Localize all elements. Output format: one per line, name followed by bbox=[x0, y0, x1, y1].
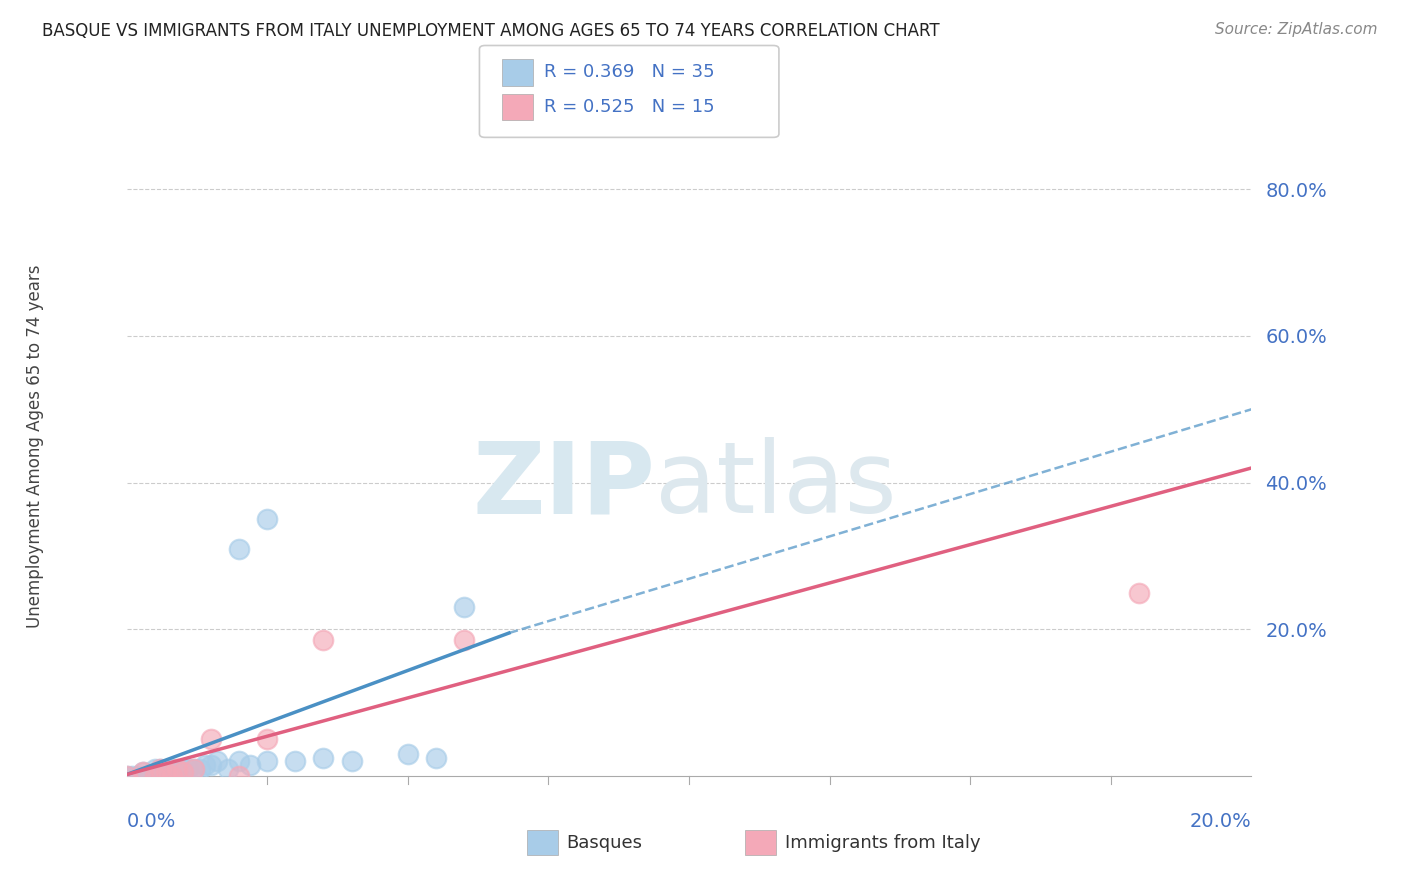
Text: Immigrants from Italy: Immigrants from Italy bbox=[785, 834, 980, 852]
Point bbox=[132, 765, 155, 780]
Point bbox=[143, 769, 166, 783]
Text: BASQUE VS IMMIGRANTS FROM ITALY UNEMPLOYMENT AMONG AGES 65 TO 74 YEARS CORRELATI: BASQUE VS IMMIGRANTS FROM ITALY UNEMPLOY… bbox=[42, 22, 939, 40]
Point bbox=[149, 762, 172, 776]
Point bbox=[115, 769, 138, 783]
Text: ZIP: ZIP bbox=[472, 437, 655, 534]
Point bbox=[160, 769, 183, 783]
Point bbox=[284, 755, 307, 769]
Point bbox=[132, 765, 155, 780]
Point bbox=[172, 762, 194, 776]
Point bbox=[312, 633, 335, 648]
Point bbox=[200, 732, 222, 747]
Point bbox=[155, 765, 177, 780]
Point bbox=[121, 769, 143, 783]
Point bbox=[256, 732, 278, 747]
Point bbox=[1128, 585, 1150, 599]
Point bbox=[194, 758, 217, 772]
Point bbox=[228, 769, 250, 783]
Point bbox=[453, 633, 475, 648]
Point bbox=[143, 762, 166, 776]
Point bbox=[256, 755, 278, 769]
Point bbox=[188, 762, 211, 776]
Point bbox=[149, 762, 172, 776]
Point bbox=[160, 762, 183, 776]
Text: R = 0.369   N = 35: R = 0.369 N = 35 bbox=[544, 63, 714, 81]
Point bbox=[160, 769, 183, 783]
Point bbox=[115, 769, 138, 783]
Point bbox=[425, 750, 447, 764]
Point bbox=[200, 758, 222, 772]
Point bbox=[155, 769, 177, 783]
Point bbox=[396, 747, 419, 761]
Point bbox=[172, 765, 194, 780]
Text: 0.0%: 0.0% bbox=[127, 812, 176, 830]
Text: atlas: atlas bbox=[655, 437, 897, 534]
Text: Basques: Basques bbox=[567, 834, 643, 852]
Point bbox=[138, 769, 160, 783]
Text: Unemployment Among Ages 65 to 74 years: Unemployment Among Ages 65 to 74 years bbox=[27, 264, 44, 628]
Point bbox=[166, 765, 188, 780]
Point bbox=[166, 769, 188, 783]
Point bbox=[155, 765, 177, 780]
Point bbox=[143, 769, 166, 783]
Text: 20.0%: 20.0% bbox=[1189, 812, 1251, 830]
Point bbox=[205, 755, 228, 769]
Point bbox=[340, 755, 363, 769]
Point bbox=[453, 600, 475, 615]
Point bbox=[127, 769, 149, 783]
Point bbox=[239, 758, 262, 772]
Point bbox=[172, 765, 194, 780]
Point bbox=[183, 762, 205, 776]
Point bbox=[228, 541, 250, 556]
Point bbox=[166, 762, 188, 776]
Text: Source: ZipAtlas.com: Source: ZipAtlas.com bbox=[1215, 22, 1378, 37]
Point bbox=[183, 762, 205, 776]
Text: R = 0.525   N = 15: R = 0.525 N = 15 bbox=[544, 98, 714, 116]
Point bbox=[177, 762, 200, 776]
Point bbox=[312, 750, 335, 764]
Point bbox=[217, 762, 239, 776]
Point bbox=[256, 512, 278, 526]
Point bbox=[228, 755, 250, 769]
Point bbox=[149, 765, 172, 780]
